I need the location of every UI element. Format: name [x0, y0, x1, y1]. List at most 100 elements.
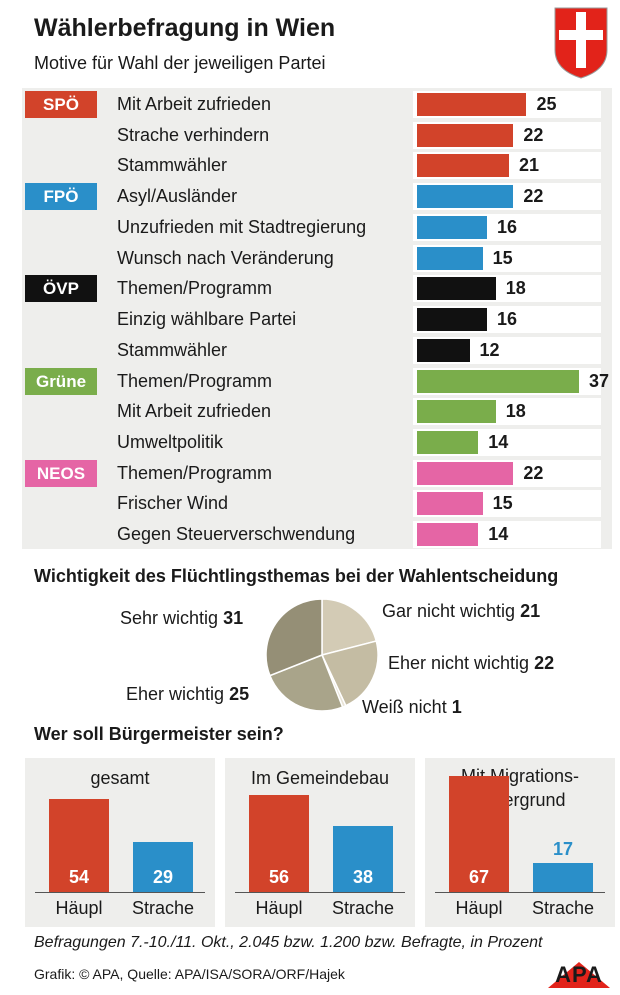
bar — [417, 338, 470, 362]
bar-row: Gegen Steuerverschwendung 14 — [22, 518, 612, 549]
pie-slice-value: 31 — [223, 608, 244, 628]
candidate-bar-value: 17 — [552, 838, 574, 859]
panel-baseline — [435, 892, 605, 893]
candidate-label: Strache — [331, 898, 395, 918]
candidate-label: Strache — [531, 898, 595, 918]
party-badge: FPÖ — [25, 183, 97, 211]
candidate-bar — [249, 795, 309, 892]
mayor-panel-gesamt: gesamt 54 Häupl 29 Strache — [25, 758, 215, 927]
candidate-label: Häupl — [55, 898, 103, 918]
bar-row: SPÖ Mit Arbeit zufrieden 25 — [22, 88, 612, 118]
pie-slice-value: 25 — [229, 684, 250, 704]
bar-row: Umweltpolitik 14 — [22, 426, 612, 457]
panel-title: Im Gemeindebau — [250, 768, 390, 788]
bar — [417, 154, 509, 178]
bar-row: Unzufrieden mit Stadtregierung 16 — [22, 211, 612, 241]
bar-label: Wunsch nach Veränderung — [117, 247, 334, 268]
bar-label: Gegen Steuerverschwendung — [117, 524, 356, 545]
bar-value: 15 — [492, 247, 513, 268]
party-motives-chart: SPÖ Mit Arbeit zufrieden 25 Strache verhind… — [22, 88, 612, 549]
bar — [417, 246, 483, 270]
bar — [417, 93, 527, 116]
bar-label: Unzufrieden mit Stadtregierung — [117, 216, 367, 237]
bar-value: 18 — [505, 401, 526, 422]
vienna-coat-of-arms-icon — [554, 7, 608, 79]
candidate-label: Strache — [131, 898, 195, 918]
candidate-bar — [449, 776, 509, 892]
bar — [417, 369, 579, 393]
bar-value: 25 — [536, 94, 557, 114]
apa-logo-icon — [548, 962, 610, 988]
pie-slice-label: Eher nicht wichtig — [388, 653, 530, 673]
refugee-topic-pie-chart — [265, 598, 379, 712]
bar-value: 37 — [589, 370, 610, 391]
bar-value: 22 — [523, 462, 544, 483]
footnote: Befragungen 7.-10./11. Okt., 2.045 bzw. … — [34, 934, 543, 951]
candidate-bar — [333, 826, 393, 892]
bar-label: Strache verhindern — [117, 124, 270, 145]
pie-label-weiss-nicht: Weiß nicht 1 — [362, 696, 462, 718]
mayor-panel-gemeindebau: Im Gemeindebau 56 Häupl 38 Strache — [225, 758, 415, 927]
candidate-bar-value: 67 — [468, 867, 490, 887]
page-title: Wählerbefragung in Wien — [34, 14, 336, 42]
candidate-bar-value: 56 — [268, 867, 290, 887]
bar-row: Grüne Themen/Programm 37 — [22, 365, 612, 395]
bar-label: Themen/Programm — [117, 462, 273, 483]
bar-label: Frischer Wind — [117, 493, 229, 514]
bar-value: 14 — [488, 524, 509, 545]
bar-row: Mit Arbeit zufrieden 18 — [22, 395, 612, 426]
bar-label: Einzig wählbare Partei — [117, 309, 297, 330]
bar-label: Themen/Programm — [117, 278, 273, 299]
party-badge: SPÖ — [25, 91, 97, 118]
party-badge: NEOS — [25, 459, 97, 487]
mayor-panel-migration: Mit Migrations- hintergrund67Häupl17Stra… — [425, 758, 615, 927]
apa-logo-text: APA — [555, 962, 603, 987]
candidate-bar-value: 38 — [352, 867, 374, 887]
bar-row: Stammwähler 12 — [22, 334, 612, 364]
bar-label: Umweltpolitik — [117, 432, 224, 453]
candidate-bar — [133, 841, 193, 892]
bar — [417, 185, 514, 209]
bar-value: 15 — [492, 493, 513, 514]
pie-label-eher-nicht-wichtig: Eher nicht wichtig 22 — [388, 652, 554, 674]
candidate-label: Häupl — [255, 898, 303, 918]
mayor-chart-title: Wer soll Bürgermeister sein? — [34, 724, 284, 744]
bar-row: NEOS Themen/Programm 22 — [22, 457, 612, 487]
bar-value: 18 — [505, 278, 526, 299]
bar — [417, 215, 488, 239]
bar-row: Stammwähler 21 — [22, 149, 612, 180]
pie-slice — [265, 598, 323, 677]
bar — [417, 277, 496, 301]
pie-slice-label: Eher wichtig — [126, 684, 225, 704]
panel-baseline — [35, 892, 205, 893]
bar-row: Einzig wählbare Partei 16 — [22, 303, 612, 334]
bar-label: Asyl/Ausländer — [117, 186, 238, 207]
bar-value: 14 — [488, 432, 509, 453]
candidate-label: Häupl — [455, 898, 503, 918]
bar — [417, 400, 496, 424]
pie-slice-label: Sehr wichtig — [120, 608, 219, 628]
bar-row: Wunsch nach Veränderung 15 — [22, 242, 612, 272]
bar-label: Stammwähler — [117, 155, 228, 176]
panel-title: gesamt — [90, 768, 150, 788]
bar-value: 22 — [523, 186, 544, 207]
pie-slice-label: Gar nicht wichtig — [382, 601, 516, 621]
candidate-bar — [533, 862, 593, 892]
bar — [417, 523, 479, 547]
pie-label-eher-wichtig: Eher wichtig 25 — [126, 683, 249, 705]
candidate-bar-value: 29 — [152, 867, 174, 887]
apa-logo: APA — [548, 962, 610, 993]
candidate-bar-value: 54 — [68, 867, 90, 887]
pie-label-gar-nicht-wichtig: Gar nicht wichtig 21 — [382, 600, 540, 622]
bar-value: 21 — [518, 155, 539, 176]
bar — [417, 431, 479, 455]
bar — [417, 308, 488, 332]
panel-baseline — [235, 892, 405, 893]
bar-label: Stammwähler — [117, 339, 228, 360]
bar-value: 16 — [497, 309, 518, 330]
bar-value: 22 — [523, 124, 544, 145]
pie-slice-label: Weiß nicht — [362, 697, 447, 717]
bar-row: Strache verhindern 22 — [22, 119, 612, 149]
pie-label-sehr-wichtig: Sehr wichtig 31 — [120, 607, 243, 629]
bar-label: Themen/Programm — [117, 370, 273, 391]
